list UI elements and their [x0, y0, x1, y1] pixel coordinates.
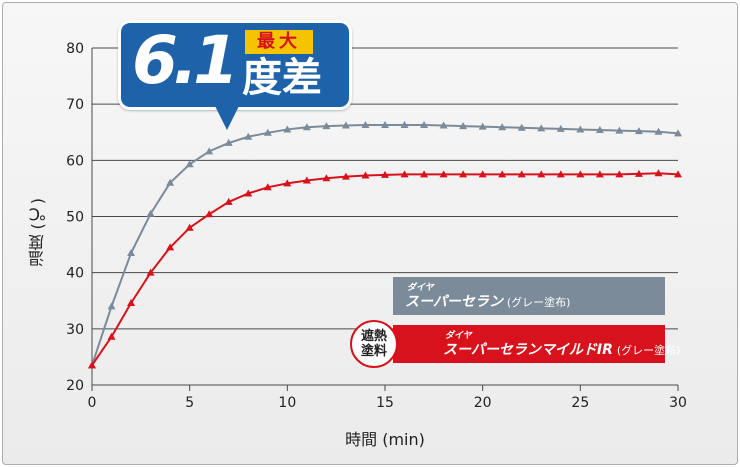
series-0-marker: [361, 120, 370, 128]
series-1-marker: [595, 170, 604, 178]
x-tick-label: 10: [278, 395, 296, 411]
series-0-marker: [615, 126, 624, 134]
legend-red-name: スーパーセランマイルドIR (グレー塗布): [443, 339, 680, 359]
x-tick-label: 30: [669, 395, 687, 411]
series-0-marker: [420, 120, 429, 128]
y-tick-label: 60: [66, 153, 84, 169]
x-axis-title: 時間 (min): [345, 430, 425, 449]
x-tick-label: 5: [185, 395, 194, 411]
legend-gray-note: (グレー塗布): [506, 296, 571, 309]
series-1-marker: [263, 183, 272, 191]
series-1-marker: [107, 332, 116, 340]
series-1-marker: [341, 172, 350, 180]
series-0-marker: [146, 209, 155, 217]
series-0-marker: [283, 125, 292, 133]
badge-pointer: [215, 106, 239, 130]
series-0-marker: [205, 147, 214, 155]
series-1-marker: [224, 197, 233, 205]
series-0-marker: [556, 124, 565, 132]
series-1-marker: [205, 210, 214, 218]
series-1-marker: [459, 170, 468, 178]
legend-red-brand: ダイヤ: [445, 331, 472, 341]
legend-red-note: (グレー塗布): [616, 344, 681, 357]
series-1-marker: [361, 171, 370, 179]
series-0-marker: [674, 129, 682, 137]
series-0-marker: [634, 127, 643, 135]
series-0-marker: [459, 122, 468, 130]
seal-line-1: 遮熱: [360, 329, 387, 344]
series-0-marker: [381, 120, 389, 128]
badge-diff-label: 度差: [242, 55, 322, 101]
series-0-marker: [185, 160, 194, 168]
heat-shield-seal: 遮熱 塗料: [350, 320, 398, 368]
y-tick-label: 70: [66, 97, 84, 113]
series-1-marker: [615, 170, 624, 178]
series-0-marker: [263, 128, 272, 136]
x-tick-label: 25: [571, 395, 589, 411]
series-1-marker: [556, 170, 565, 178]
y-tick-label: 50: [66, 210, 84, 226]
series-0-marker: [498, 123, 507, 131]
series-1-marker: [88, 361, 96, 369]
series-1-marker: [498, 170, 507, 178]
series-0-marker: [439, 121, 448, 129]
series-0-marker: [341, 121, 350, 129]
series-1-marker: [381, 170, 389, 178]
series-1-marker: [166, 243, 175, 251]
series-1-marker: [400, 170, 409, 178]
series-1-marker: [537, 170, 546, 178]
series-0-marker: [127, 249, 136, 257]
series-0-marker: [537, 124, 546, 132]
series-0-marker: [478, 122, 487, 130]
y-tick-label: 20: [66, 378, 84, 394]
y-tick-label: 40: [66, 266, 84, 282]
badge-value: 6.1: [132, 22, 239, 99]
series-1-marker: [517, 170, 526, 178]
series-1-marker: [146, 268, 155, 276]
legend-gray-product: スーパーセラン: [405, 294, 503, 310]
series-0-marker: [244, 132, 253, 140]
x-tick-label: 20: [474, 395, 492, 411]
series-0-marker: [517, 123, 526, 131]
series-1-marker: [634, 169, 643, 177]
series-1-marker: [302, 176, 311, 184]
y-tick-label: 80: [66, 41, 84, 57]
badge-background: [118, 20, 352, 110]
series-0-marker: [595, 126, 604, 134]
series-0-marker: [166, 178, 175, 186]
series-1-marker: [283, 179, 292, 187]
series-0-marker: [302, 123, 311, 131]
y-tick-label: 30: [66, 322, 84, 338]
badge-max-label: 最大: [245, 30, 313, 54]
legend-gray-name: スーパーセラン (グレー塗布): [405, 291, 570, 311]
seal-line-2: 塗料: [360, 344, 387, 359]
legend-entry-red: ダイヤ スーパーセランマイルドIR (グレー塗布): [393, 325, 680, 363]
legend-red-product: スーパーセランマイルドIR: [443, 342, 613, 358]
y-axis-title: 温度 (℃): [28, 198, 47, 267]
series-1-marker: [576, 170, 585, 178]
series-1-marker: [185, 223, 194, 231]
series-0-marker: [322, 122, 331, 130]
series-1-marker: [439, 170, 448, 178]
series-1-marker: [322, 174, 331, 182]
legend-gray-brand: ダイヤ: [407, 283, 434, 293]
series-1-marker: [674, 170, 682, 178]
series-0-marker: [576, 125, 585, 133]
series-0-marker: [400, 120, 409, 128]
series-1-marker: [420, 170, 429, 178]
series-0-marker: [107, 302, 116, 310]
x-tick-label: 0: [88, 395, 97, 411]
series-1-marker: [478, 170, 487, 178]
series-0-marker: [224, 138, 233, 146]
x-tick-label: 15: [376, 395, 394, 411]
series-1-marker: [127, 298, 136, 306]
max-difference-badge: 6.1 最大 度差: [118, 20, 352, 130]
series-1-marker: [244, 189, 253, 197]
legend-entry-gray: ダイヤ スーパーセラン (グレー塗布): [393, 277, 665, 315]
series-0-marker: [654, 127, 663, 135]
series-1-marker: [654, 169, 663, 177]
